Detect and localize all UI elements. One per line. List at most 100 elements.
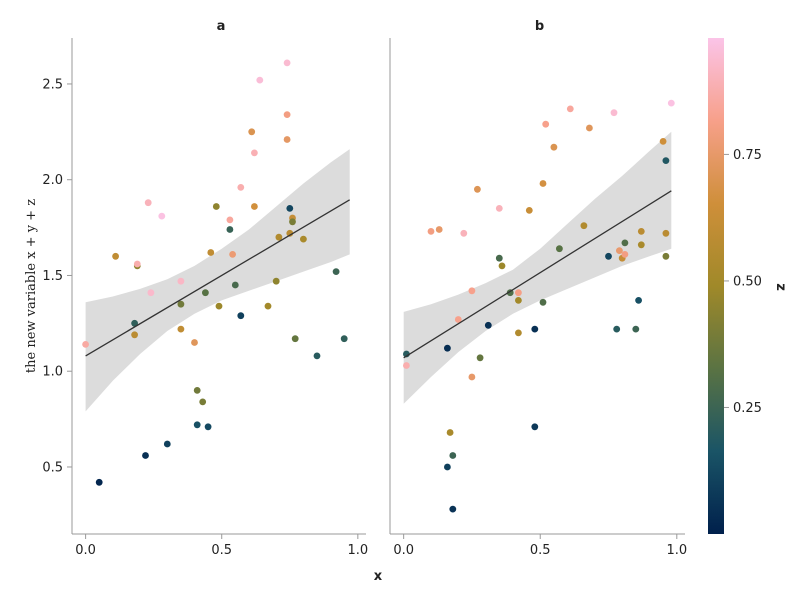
data-point <box>231 281 239 289</box>
data-point <box>199 398 207 406</box>
data-point <box>256 76 264 84</box>
data-point <box>193 421 201 429</box>
data-point <box>144 199 152 207</box>
data-point <box>283 59 291 67</box>
data-point <box>207 249 215 256</box>
y-tick-label: 0.5 <box>42 460 63 475</box>
data-point <box>542 120 550 128</box>
data-point <box>204 423 212 431</box>
data-point <box>264 302 272 310</box>
y-tick-label: 2.0 <box>42 173 63 188</box>
data-point <box>444 463 451 471</box>
data-point <box>539 298 547 306</box>
data-point <box>286 205 294 212</box>
data-point <box>237 184 245 191</box>
data-point <box>313 352 321 360</box>
data-point <box>454 316 462 323</box>
data-point <box>427 228 435 235</box>
data-point <box>193 387 201 394</box>
data-point <box>131 331 139 339</box>
data-point <box>613 325 621 333</box>
data-point <box>286 229 294 237</box>
data-point <box>515 297 522 304</box>
data-point <box>142 452 149 459</box>
data-point <box>484 321 492 329</box>
x-tick-label: 0.0 <box>75 543 96 558</box>
data-point <box>667 99 675 107</box>
data-point <box>248 128 256 136</box>
data-point <box>300 235 307 243</box>
data-point <box>635 297 642 304</box>
data-point <box>515 329 522 337</box>
colorbar-tick-label: 0.50 <box>733 274 762 289</box>
data-point <box>226 216 234 224</box>
data-point <box>460 229 468 237</box>
data-point <box>662 157 670 165</box>
panel-b: 0.0 0.5 1.0 b <box>389 19 687 558</box>
x-tick-label: 1.0 <box>666 543 687 558</box>
data-point <box>177 277 185 285</box>
data-point <box>275 233 283 241</box>
colorbar-title: z <box>773 283 788 291</box>
x-tick-label: 0.5 <box>211 543 232 558</box>
regression-line <box>85 199 350 357</box>
data-point <box>556 245 563 253</box>
data-point <box>291 335 299 343</box>
data-point <box>283 111 291 118</box>
data-point <box>177 300 185 308</box>
data-point <box>82 341 89 348</box>
data-point <box>403 362 410 369</box>
data-point <box>515 289 522 297</box>
data-point <box>449 505 457 513</box>
data-point <box>621 239 629 247</box>
data-point <box>495 205 503 212</box>
x-tick-label: 0.5 <box>530 543 551 558</box>
data-point <box>468 373 476 381</box>
data-point <box>202 289 209 297</box>
y-tick-label: 2.5 <box>42 77 63 92</box>
colorbar-tick-label: 0.25 <box>733 401 762 416</box>
data-point <box>566 105 574 113</box>
data-point <box>332 268 340 275</box>
data-point <box>476 354 484 362</box>
data-point <box>226 226 234 233</box>
data-point <box>251 149 258 157</box>
data-point <box>468 287 476 295</box>
data-point <box>616 247 623 255</box>
data-point <box>662 229 670 237</box>
regression-line <box>403 190 672 359</box>
data-point <box>212 203 220 210</box>
data-point <box>605 252 612 260</box>
data-point <box>474 185 481 193</box>
data-point <box>163 440 171 448</box>
data-point <box>340 335 348 343</box>
data-point <box>289 218 296 226</box>
data-point <box>662 252 670 260</box>
data-point <box>449 452 457 459</box>
facet-title-a: a <box>217 19 226 34</box>
data-point <box>550 143 558 151</box>
data-point <box>158 212 166 220</box>
data-point <box>632 325 640 333</box>
data-point <box>444 344 451 352</box>
colorbar <box>708 38 724 534</box>
data-point <box>498 262 506 270</box>
confidence-band <box>85 149 350 412</box>
data-point <box>95 478 103 486</box>
x-axis-title: x <box>374 569 383 584</box>
data-point <box>637 228 645 235</box>
colorbar-tick-label: 0.75 <box>733 148 762 163</box>
data-point <box>133 260 141 268</box>
data-point <box>229 251 237 258</box>
panel-a: 0.0 0.5 1.0 0.5 1.0 1.5 2.0 2.5 a <box>42 19 368 558</box>
x-tick-label: 0.0 <box>393 543 414 558</box>
data-point <box>659 138 667 145</box>
facet-title-b: b <box>535 19 544 34</box>
data-point <box>610 109 618 117</box>
data-point <box>191 339 198 346</box>
data-point <box>251 203 258 210</box>
data-point <box>586 124 593 132</box>
data-point <box>495 254 503 262</box>
